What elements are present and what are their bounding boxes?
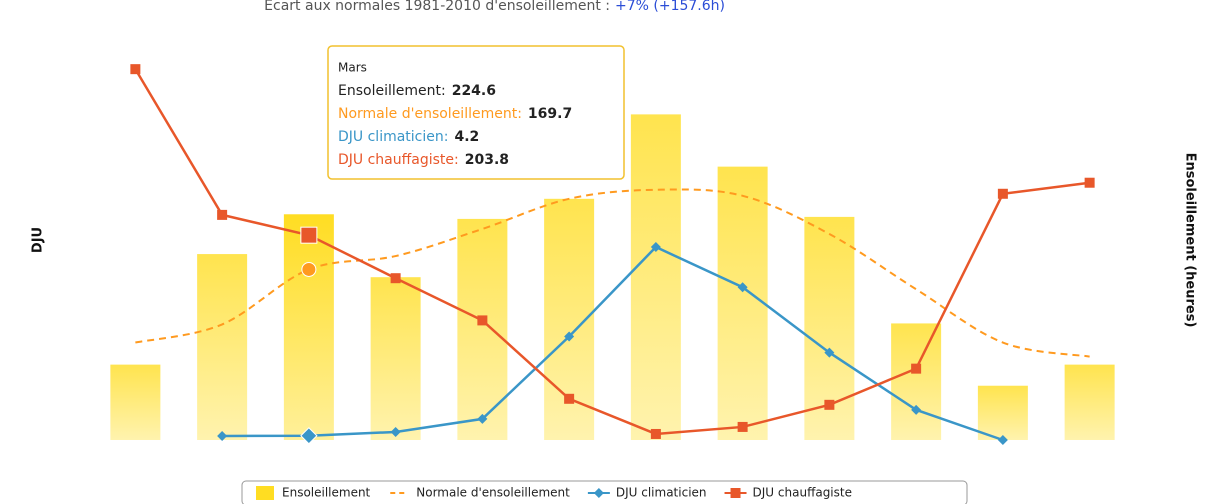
bar bbox=[110, 364, 161, 440]
marker bbox=[997, 435, 1008, 445]
bar bbox=[197, 254, 248, 440]
tooltip-value: 4.2 bbox=[454, 129, 479, 145]
marker bbox=[911, 404, 922, 415]
y-axis-label: DJU bbox=[31, 227, 46, 253]
tooltip-value: 203.8 bbox=[465, 152, 509, 168]
legend-symbol bbox=[256, 486, 274, 500]
marker bbox=[730, 488, 741, 498]
marker bbox=[997, 188, 1008, 199]
tooltip-label: DJU climaticien: bbox=[338, 129, 448, 145]
bar bbox=[1064, 364, 1115, 440]
marker bbox=[564, 393, 575, 404]
bar bbox=[977, 385, 1028, 440]
marker bbox=[737, 421, 748, 432]
legend-label: Normale d'ensoleillement bbox=[416, 486, 570, 500]
legend-label: DJU chauffagiste bbox=[753, 486, 852, 500]
marker bbox=[593, 488, 604, 498]
legend-label: Ensoleillement bbox=[282, 486, 371, 500]
marker bbox=[477, 315, 488, 326]
bar bbox=[370, 277, 421, 440]
marker bbox=[301, 261, 317, 277]
marker bbox=[390, 273, 401, 284]
bar bbox=[891, 323, 942, 440]
bar bbox=[283, 214, 334, 440]
marker bbox=[737, 282, 748, 293]
marker bbox=[217, 209, 228, 220]
marker bbox=[824, 347, 835, 358]
legend-label: DJU climaticien bbox=[616, 486, 707, 500]
tooltip-label: Ensoleillement: bbox=[338, 83, 446, 99]
tooltip-value: 224.6 bbox=[452, 83, 496, 99]
marker bbox=[477, 413, 488, 424]
bar bbox=[717, 166, 768, 440]
marker bbox=[217, 430, 228, 441]
marker bbox=[300, 427, 318, 445]
marker bbox=[300, 226, 318, 244]
chart-title: Ecart aux normales 1981-2010 d'ensoleill… bbox=[264, 0, 610, 14]
bar bbox=[630, 114, 681, 440]
marker bbox=[650, 428, 661, 439]
line bbox=[135, 188, 1090, 358]
bar bbox=[457, 218, 508, 440]
marker bbox=[650, 242, 661, 253]
marker bbox=[1084, 177, 1095, 188]
tooltip-label: DJU chauffagiste: bbox=[338, 152, 459, 168]
line bbox=[222, 245, 1004, 442]
marker bbox=[564, 331, 575, 342]
y2-axis-label: Ensoleillement (heures) bbox=[1183, 153, 1198, 328]
tooltip-box bbox=[327, 45, 625, 180]
chart-title-highlight: +7% (+157.6h) bbox=[615, 0, 725, 14]
marker bbox=[130, 64, 141, 75]
tooltip-label: Normale d'ensoleillement: bbox=[338, 106, 522, 122]
tooltip-value: 169.7 bbox=[528, 106, 572, 122]
marker bbox=[911, 363, 922, 374]
tooltip-title: Mars bbox=[338, 61, 367, 75]
line bbox=[134, 68, 1090, 436]
marker bbox=[824, 399, 835, 410]
marker bbox=[390, 426, 401, 437]
